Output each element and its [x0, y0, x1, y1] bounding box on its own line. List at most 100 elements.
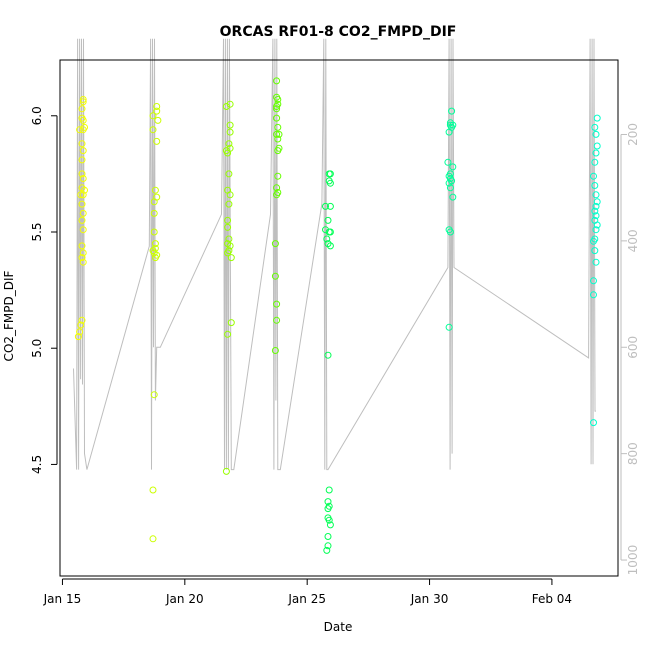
- data-point-7: [590, 277, 597, 285]
- y-tick-label: 4.5: [30, 455, 44, 474]
- data-point-2: [149, 247, 157, 255]
- data-point-2: [154, 116, 162, 124]
- data-point-4: [274, 172, 282, 180]
- data-point-5: [326, 242, 334, 250]
- data-point-3: [226, 100, 234, 108]
- data-point-1: [76, 328, 84, 336]
- data-point-5: [326, 228, 334, 236]
- data-point-3: [226, 242, 234, 250]
- data-point-7: [593, 114, 601, 122]
- y-tick-label: 5.0: [30, 339, 44, 358]
- plot-area: [73, 38, 601, 554]
- data-point-1: [81, 123, 88, 131]
- data-point-6: [449, 193, 457, 201]
- data-point-1: [78, 254, 86, 262]
- data-point-3: [226, 121, 234, 129]
- data-point-5: [326, 521, 334, 529]
- data-point-1: [79, 249, 87, 257]
- data-point-3: [225, 235, 233, 243]
- data-point-4: [274, 96, 282, 103]
- data-point-7: [590, 419, 597, 427]
- data-point-5: [324, 542, 332, 550]
- data-point-1: [78, 105, 86, 113]
- y2-tick-label: 400: [626, 229, 640, 252]
- plot-frame: [59, 59, 619, 577]
- data-point-1: [81, 186, 88, 194]
- data-point-3: [224, 216, 232, 224]
- data-point-2: [149, 486, 157, 494]
- data-point-2: [153, 107, 161, 115]
- data-point-5: [323, 546, 331, 554]
- data-point-3: [225, 140, 233, 148]
- data-point-5: [323, 235, 331, 243]
- data-point-1: [79, 116, 87, 124]
- data-point-5: [324, 533, 332, 540]
- data-point-1: [78, 316, 86, 324]
- data-point-5: [324, 240, 332, 248]
- data-point-7: [592, 191, 600, 199]
- data-point-4: [274, 123, 282, 131]
- data-point-2: [153, 103, 161, 110]
- data-point-5: [326, 202, 334, 210]
- data-point-7: [592, 226, 600, 234]
- data-point-7: [593, 221, 601, 229]
- data-point-7: [593, 198, 601, 206]
- data-point-3: [227, 254, 235, 262]
- data-point-1: [79, 258, 87, 266]
- y2-tick-label: 200: [626, 123, 640, 146]
- data-point-1: [79, 98, 87, 106]
- y-axis-label: CO2_FMPD_DIF: [2, 270, 16, 361]
- data-point-3: [226, 128, 234, 136]
- y2-tick-label: 800: [626, 442, 640, 465]
- x-tick-label: Jan 25: [287, 592, 326, 606]
- data-point-5: [324, 498, 332, 506]
- data-point-5: [325, 516, 333, 524]
- x-tick-label: Jan 30: [410, 592, 449, 606]
- x-tick-label: Jan 15: [43, 592, 82, 606]
- data-point-1: [78, 216, 86, 224]
- data-point-1: [79, 147, 87, 155]
- axes: Jan 15 Jan 20 Jan 25 Jan 30 Feb 04 4.5 5.0 5.5 6…: [30, 59, 640, 606]
- chart-title: ORCAS RF01-8 CO2_FMPD_DIF: [220, 24, 457, 40]
- data-point-2: [151, 244, 159, 252]
- data-point-1: [78, 140, 86, 148]
- data-point-4: [274, 135, 282, 143]
- data-point-2: [150, 228, 158, 236]
- data-point-7: [592, 258, 600, 266]
- data-point-3: [226, 191, 234, 199]
- x-axis-label: Date: [324, 620, 353, 634]
- data-point-5: [324, 505, 332, 513]
- data-point-1: [77, 191, 85, 199]
- data-point-7: [591, 158, 599, 166]
- data-point-2: [151, 186, 159, 194]
- data-point-3: [225, 200, 233, 208]
- data-point-3: [222, 103, 230, 110]
- data-point-4: [273, 191, 281, 199]
- data-point-4: [271, 240, 279, 248]
- data-point-4: [273, 114, 281, 122]
- data-point-7: [590, 172, 597, 180]
- data-point-4: [273, 300, 281, 308]
- data-point-3: [225, 170, 233, 178]
- data-point-6: [445, 179, 453, 187]
- data-point-7: [591, 247, 599, 255]
- data-point-6: [446, 228, 454, 236]
- data-point-3: [224, 330, 232, 338]
- data-point-6: [444, 158, 452, 166]
- data-point-4: [273, 184, 281, 192]
- y2-tick-label: 600: [626, 336, 640, 359]
- data-point-4: [275, 144, 283, 152]
- data-point-3: [224, 223, 232, 231]
- data-point-5: [324, 351, 332, 359]
- data-point-6: [446, 119, 454, 127]
- data-point-1: [77, 321, 85, 329]
- data-point-2: [150, 391, 158, 399]
- data-point-4: [275, 130, 283, 138]
- data-point-2: [151, 254, 159, 262]
- data-point-2: [150, 198, 158, 206]
- y-tick-label: 5.5: [30, 222, 44, 241]
- data-point-5: [324, 216, 332, 224]
- data-point-7: [592, 212, 600, 220]
- data-point-4: [273, 77, 281, 85]
- data-point-7: [590, 237, 597, 245]
